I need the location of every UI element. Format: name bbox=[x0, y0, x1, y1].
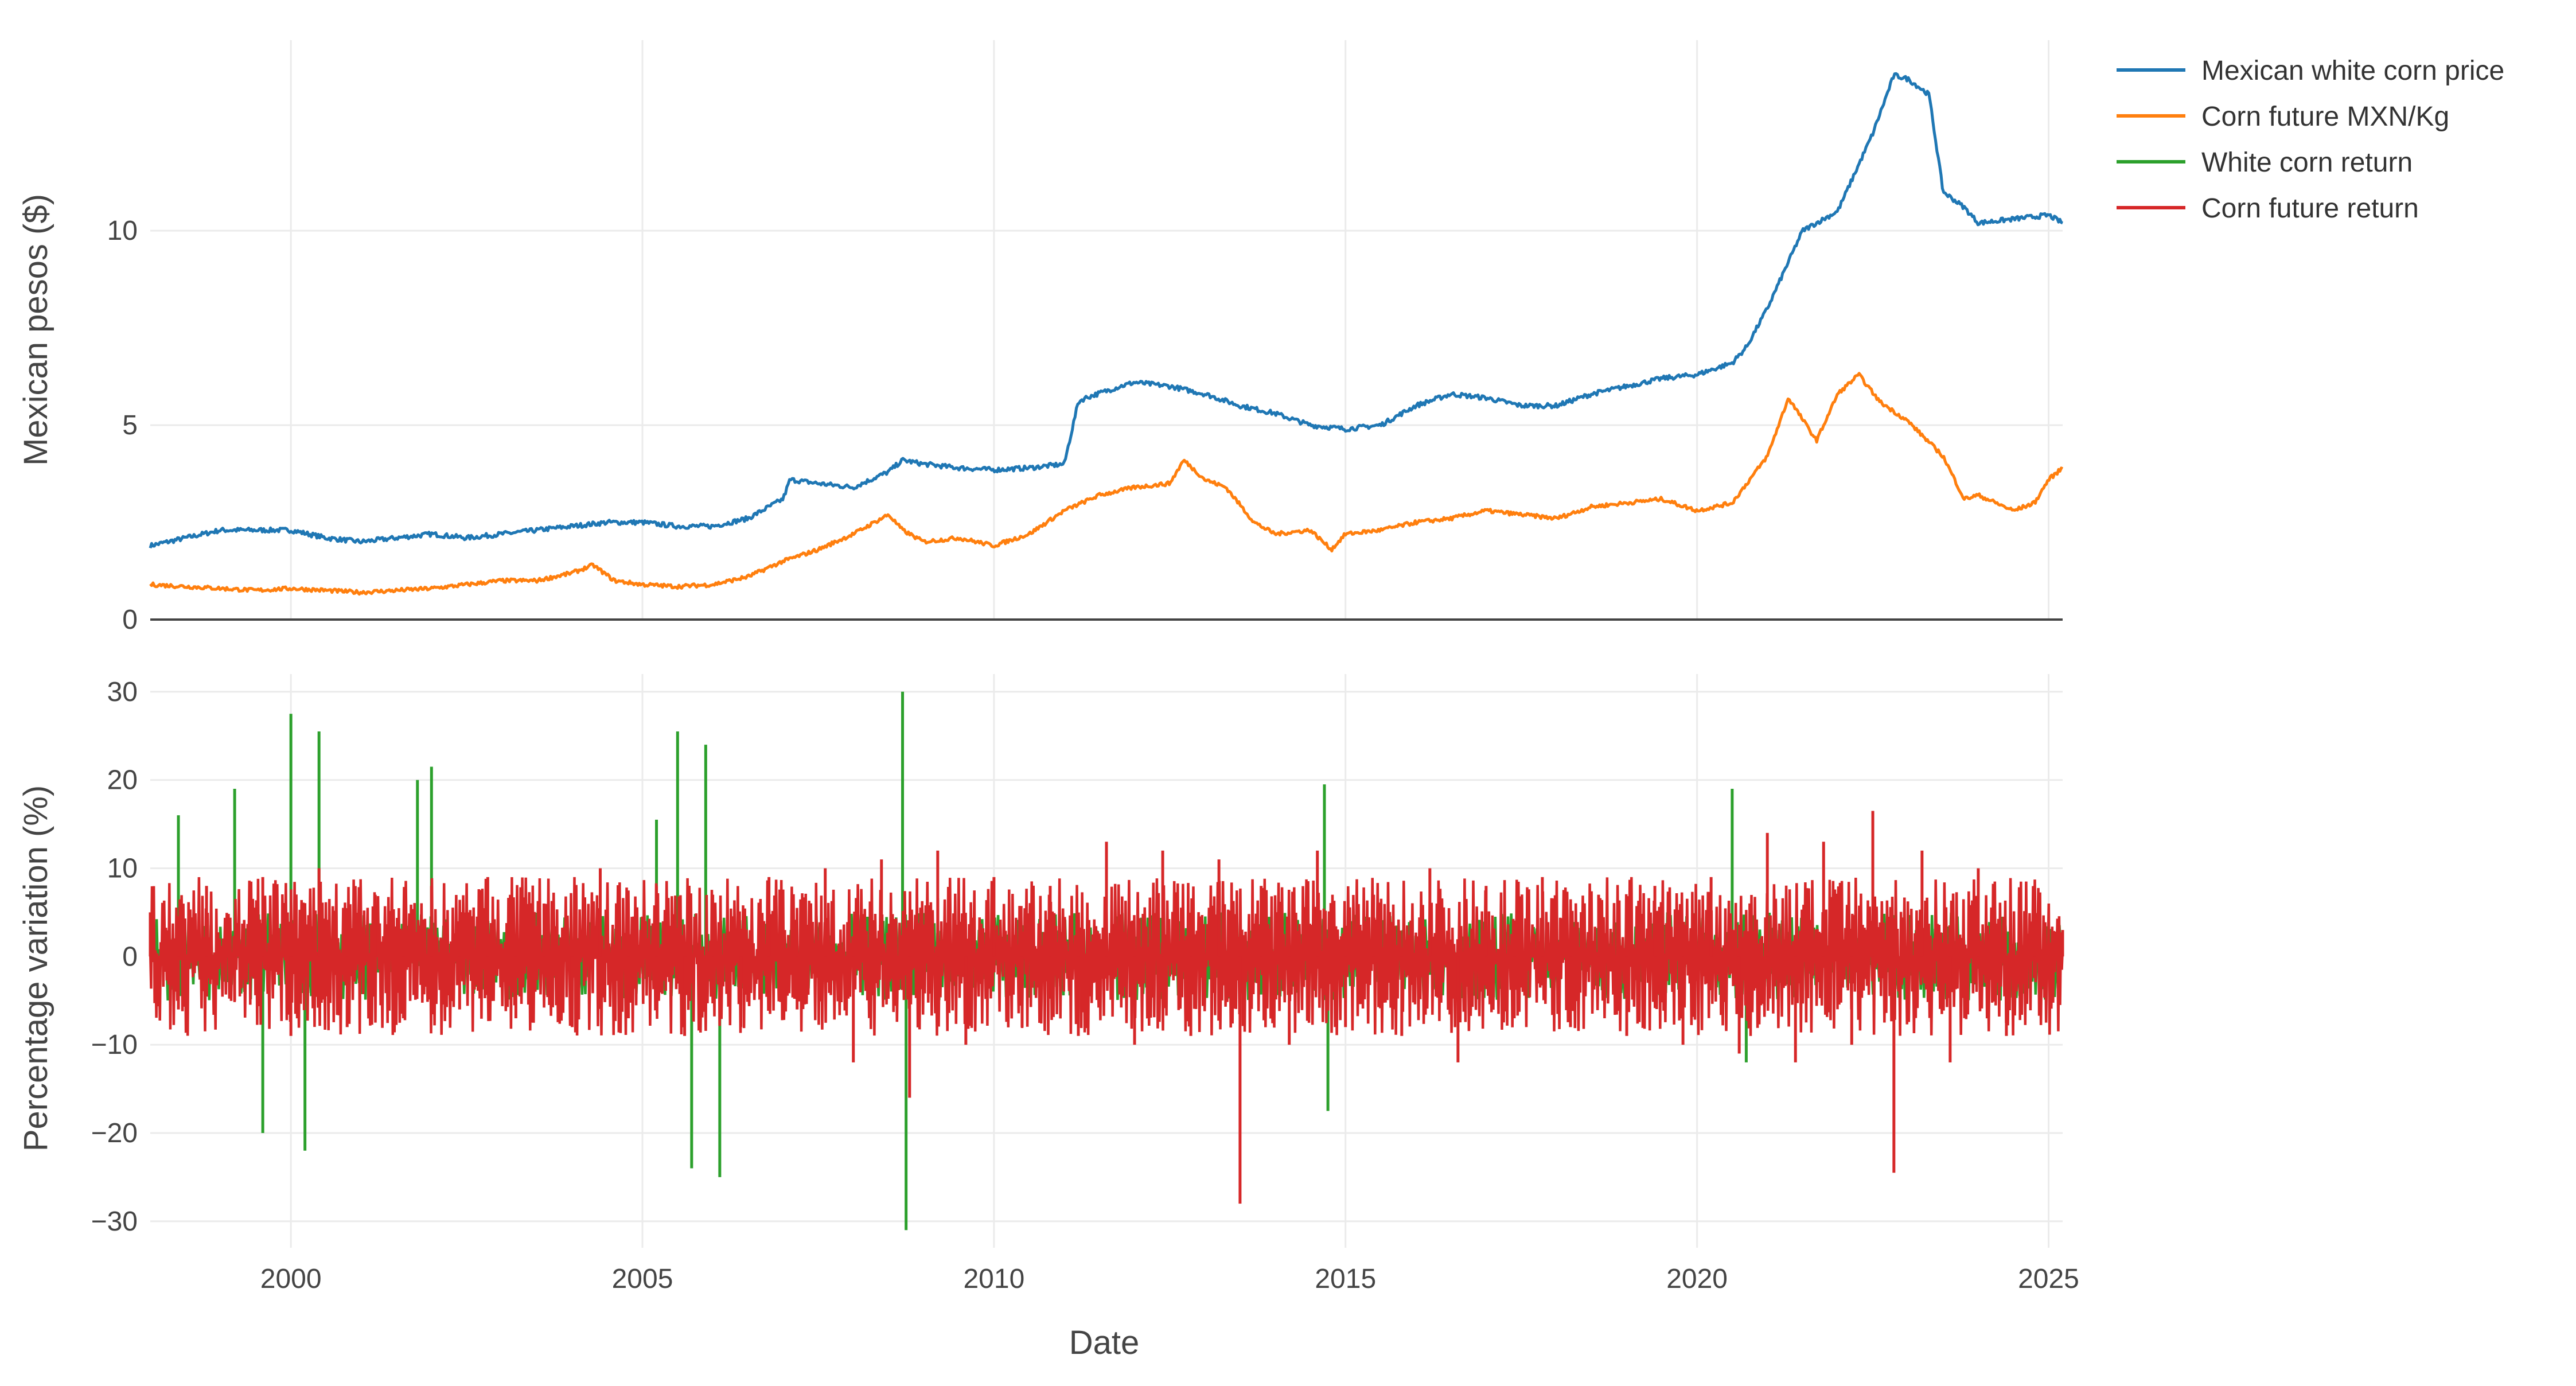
x-tick-label: 2000 bbox=[260, 1264, 322, 1294]
top-y-tick-label: 10 bbox=[107, 216, 138, 246]
x-tick-label: 2015 bbox=[1315, 1264, 1376, 1294]
legend-label: Corn future return bbox=[2201, 193, 2419, 224]
bottom-y-tick-label: 20 bbox=[107, 765, 138, 796]
top-y-axis-title: Mexican pesos ($) bbox=[17, 194, 54, 466]
legend-label: White corn return bbox=[2201, 147, 2413, 178]
top-y-tick-label: 0 bbox=[122, 605, 138, 635]
bottom-y-tick-label: −30 bbox=[91, 1206, 138, 1237]
bottom-y-tick-label: 10 bbox=[107, 853, 138, 883]
bottom-y-tick-label: −10 bbox=[91, 1030, 138, 1060]
bottom-y-tick-label: −20 bbox=[91, 1118, 138, 1148]
x-tick-label: 2020 bbox=[1666, 1264, 1728, 1294]
legend-label: Corn future MXN/Kg bbox=[2201, 102, 2449, 132]
bottom-y-tick-label: 30 bbox=[107, 677, 138, 707]
legend-label: Mexican white corn price bbox=[2201, 56, 2504, 86]
bottom-y-axis-title: Percentage variation (%) bbox=[17, 785, 54, 1151]
white-corn-price-line bbox=[149, 72, 2063, 549]
top-y-tick-label: 5 bbox=[122, 410, 138, 441]
x-axis-title: Date bbox=[1069, 1324, 1140, 1361]
x-tick-label: 2005 bbox=[612, 1264, 673, 1294]
x-tick-label: 2025 bbox=[2018, 1264, 2079, 1294]
x-tick-label: 2010 bbox=[963, 1264, 1024, 1294]
corn-future-price-line bbox=[149, 372, 2064, 596]
bottom-y-tick-label: 0 bbox=[122, 941, 138, 972]
